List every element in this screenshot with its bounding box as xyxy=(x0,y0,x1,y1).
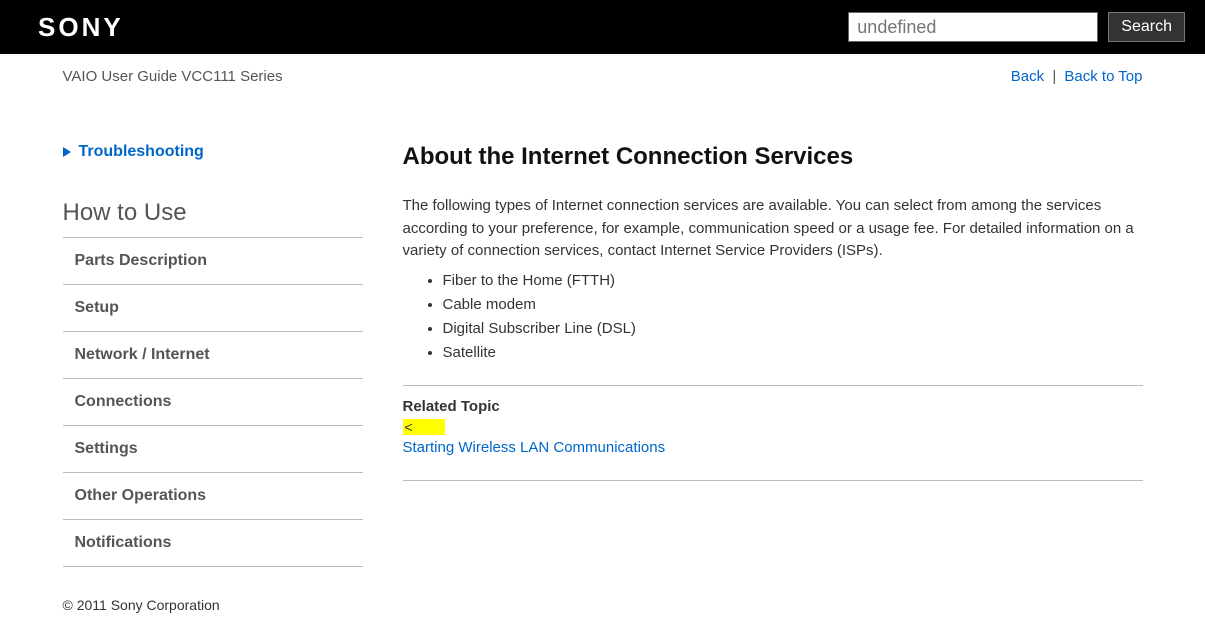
search-input[interactable] xyxy=(848,12,1098,42)
list-item: Digital Subscriber Line (DSL) xyxy=(443,317,1143,341)
troubleshooting-link[interactable]: Troubleshooting xyxy=(63,143,363,161)
nav-item-other-operations[interactable]: Other Operations xyxy=(63,473,363,520)
sidebar-nav: Parts Description Setup Network / Intern… xyxy=(63,238,363,567)
related-link[interactable]: Starting Wireless LAN Communications xyxy=(403,439,1143,456)
breadcrumb-row: VAIO User Guide VCC111 Series Back | Bac… xyxy=(63,54,1143,93)
page-subtitle: VAIO User Guide VCC111 Series xyxy=(63,68,283,85)
nav-item-connections[interactable]: Connections xyxy=(63,379,363,426)
list-item: Satellite xyxy=(443,341,1143,365)
top-bar: SONY Search xyxy=(0,0,1205,54)
related-heading: Related Topic xyxy=(403,398,1143,415)
search-button[interactable]: Search xyxy=(1108,12,1185,42)
article-title: About the Internet Connection Services xyxy=(403,143,1143,171)
related-section: Related Topic < Starting Wireless LAN Co… xyxy=(403,385,1143,481)
chevron-right-icon xyxy=(63,147,71,157)
separator: | xyxy=(1052,68,1056,85)
nav-item-parts-description[interactable]: Parts Description xyxy=(63,238,363,285)
article-intro: The following types of Internet connecti… xyxy=(403,195,1143,263)
connection-list: Fiber to the Home (FTTH) Cable modem Dig… xyxy=(403,269,1143,365)
nav-item-settings[interactable]: Settings xyxy=(63,426,363,473)
footer: © 2011 Sony Corporation xyxy=(53,567,1153,643)
back-link[interactable]: Back xyxy=(1011,68,1044,85)
sidebar: Troubleshooting How to Use Parts Descrip… xyxy=(63,143,363,567)
list-item: Cable modem xyxy=(443,293,1143,317)
sidebar-heading: How to Use xyxy=(63,191,363,238)
nav-item-setup[interactable]: Setup xyxy=(63,285,363,332)
back-to-top-link[interactable]: Back to Top xyxy=(1064,68,1142,85)
list-item: Fiber to the Home (FTTH) xyxy=(443,269,1143,293)
logo-wrap: SONY xyxy=(20,0,142,54)
main-content: About the Internet Connection Services T… xyxy=(403,143,1143,567)
sony-logo: SONY xyxy=(38,12,124,43)
nav-item-network-internet[interactable]: Network / Internet xyxy=(63,332,363,379)
crumb-links: Back | Back to Top xyxy=(1011,68,1143,85)
highlight-fragment: < xyxy=(403,419,445,435)
copyright: © 2011 Sony Corporation xyxy=(63,597,220,613)
nav-item-notifications[interactable]: Notifications xyxy=(63,520,363,567)
troubleshooting-label: Troubleshooting xyxy=(79,143,204,161)
